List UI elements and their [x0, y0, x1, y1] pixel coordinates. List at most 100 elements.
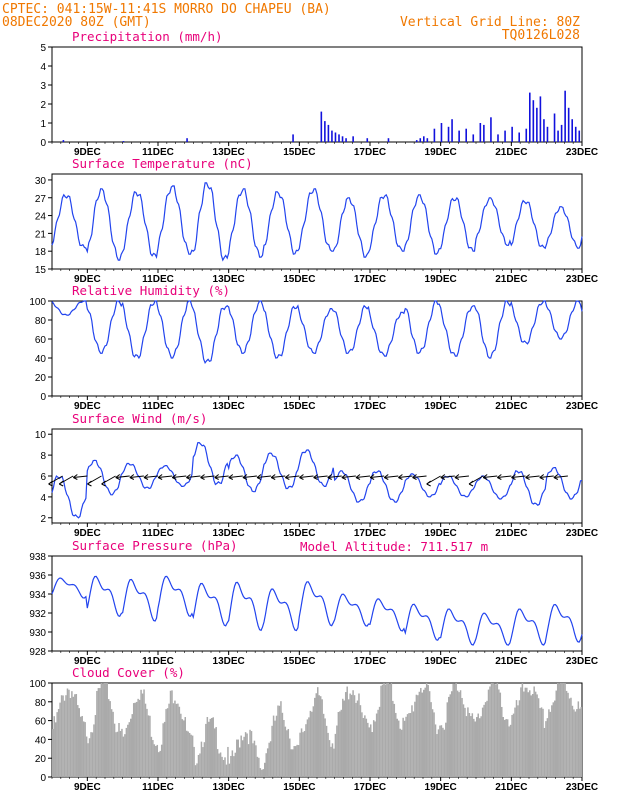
- x-tick-label: 23DEC: [566, 782, 598, 793]
- cloud-bar: [409, 712, 412, 777]
- cloud-bar: [511, 714, 513, 777]
- wind-arrow-head: [285, 474, 290, 480]
- cloud-bar: [240, 735, 242, 777]
- cloud-bar: [495, 684, 497, 777]
- panel-1: Surface Temperature (nC) 15 18 21 24 27 30 9DEC…: [35, 156, 598, 285]
- wind-arrow-shaft: [143, 475, 159, 478]
- wind-arrow: [171, 474, 187, 480]
- x-tick-label: 13DEC: [213, 147, 245, 158]
- cloud-bar: [367, 722, 369, 777]
- cloud-bar: [428, 691, 431, 777]
- x-tick-label: 21DEC: [495, 147, 527, 158]
- cloud-bar: [337, 712, 340, 777]
- x-tick-label: 17DEC: [354, 274, 386, 285]
- cloud-bar: [255, 745, 257, 777]
- wind-arrow: [73, 474, 88, 480]
- cloud-bar: [358, 693, 360, 777]
- x-tick-label: 15DEC: [283, 147, 315, 158]
- wind-arrow: [256, 474, 272, 480]
- cloud-bar: [296, 744, 298, 777]
- precip-bar: [518, 132, 520, 142]
- cloud-bar: [437, 729, 440, 777]
- wind-arrow-head: [511, 474, 516, 480]
- cloud-bar: [272, 715, 275, 777]
- wind-arrow-head: [327, 474, 333, 480]
- x-tick-label: 19DEC: [425, 401, 457, 412]
- cloud-bar: [65, 695, 67, 777]
- cloud-bar: [570, 697, 572, 777]
- cloud-bar: [225, 764, 228, 777]
- cloud-bar: [468, 713, 471, 777]
- wind-arrow-head: [299, 474, 304, 480]
- cloud-bar: [163, 721, 166, 777]
- cloud-bar: [530, 695, 532, 777]
- cloud-bar: [113, 723, 116, 777]
- cloud-bar: [434, 724, 437, 777]
- wind-arrow-head: [270, 474, 276, 480]
- cloud-bar: [299, 732, 301, 777]
- wind-arrow-shaft: [341, 475, 356, 478]
- cloud-bar: [165, 709, 167, 777]
- cloud-bar: [424, 687, 426, 777]
- wind-arrow-head: [58, 480, 64, 487]
- cloud-bar: [564, 683, 566, 777]
- cloud-bar: [483, 704, 485, 777]
- wind-arrow-head: [242, 474, 248, 480]
- x-tick-label: 23DEC: [566, 656, 598, 667]
- precip-bar: [553, 113, 556, 142]
- cloud-bar: [319, 696, 322, 777]
- cloud-bar: [502, 716, 504, 777]
- cloud-bar: [118, 723, 120, 777]
- wind-arrow-head: [440, 474, 446, 480]
- x-tick-label: 11DEC: [142, 401, 174, 412]
- plot-frame: [51, 173, 583, 270]
- wind-arrow: [143, 474, 159, 480]
- header-grid-note: Vertical Grid Line: 80Z: [400, 15, 580, 30]
- cloud-bar: [121, 728, 123, 777]
- wind-arrow-head: [553, 474, 559, 480]
- cloud-bar: [156, 744, 159, 777]
- cloud-bar: [280, 701, 282, 777]
- wind-arrow-shaft: [115, 475, 130, 478]
- cloud-bar: [449, 694, 451, 777]
- precip-bar: [331, 130, 333, 142]
- cloud-bar: [480, 716, 482, 777]
- cloud-bar: [471, 713, 474, 777]
- cloud-bar: [440, 725, 443, 777]
- cloud-bar: [88, 738, 91, 777]
- cloud-bar: [249, 729, 251, 777]
- cloud-bar: [209, 718, 212, 777]
- cloud-bar: [250, 731, 253, 777]
- cloud-bar: [493, 683, 496, 777]
- cloud-bar: [425, 683, 428, 777]
- cloud-bar: [536, 694, 538, 777]
- cloud-bar: [302, 732, 304, 777]
- cloud-bar: [218, 753, 220, 777]
- cloud-bar: [60, 695, 63, 777]
- cloud-bar: [193, 746, 195, 777]
- x-tick-label: 21DEC: [495, 528, 527, 539]
- cloud-bar: [107, 699, 110, 777]
- x-tick-label: 11DEC: [142, 782, 174, 793]
- cloud-bar: [552, 702, 555, 777]
- cloud-bar: [339, 711, 341, 777]
- wind-arrow-head: [398, 474, 403, 480]
- cloud-bar: [281, 712, 284, 777]
- cloud-bar: [90, 732, 92, 777]
- wind-arrow-head: [256, 474, 262, 480]
- y-tick-label: 80: [35, 698, 47, 709]
- wind-arrow: [440, 474, 455, 480]
- cloud-bar: [492, 683, 494, 777]
- cloud-bar: [383, 683, 385, 777]
- wind-arrow: [48, 475, 63, 487]
- cloud-bar: [344, 692, 347, 777]
- cloud-bar: [486, 700, 488, 777]
- cloud-bar: [125, 727, 128, 777]
- wind-arrow-shaft: [271, 475, 286, 478]
- precip-bar: [62, 140, 65, 142]
- series-line: [51, 182, 583, 262]
- cloud-bar: [377, 709, 379, 777]
- cloud-bar: [234, 752, 237, 777]
- cloud-bar: [202, 747, 204, 777]
- cloud-bar: [333, 748, 335, 777]
